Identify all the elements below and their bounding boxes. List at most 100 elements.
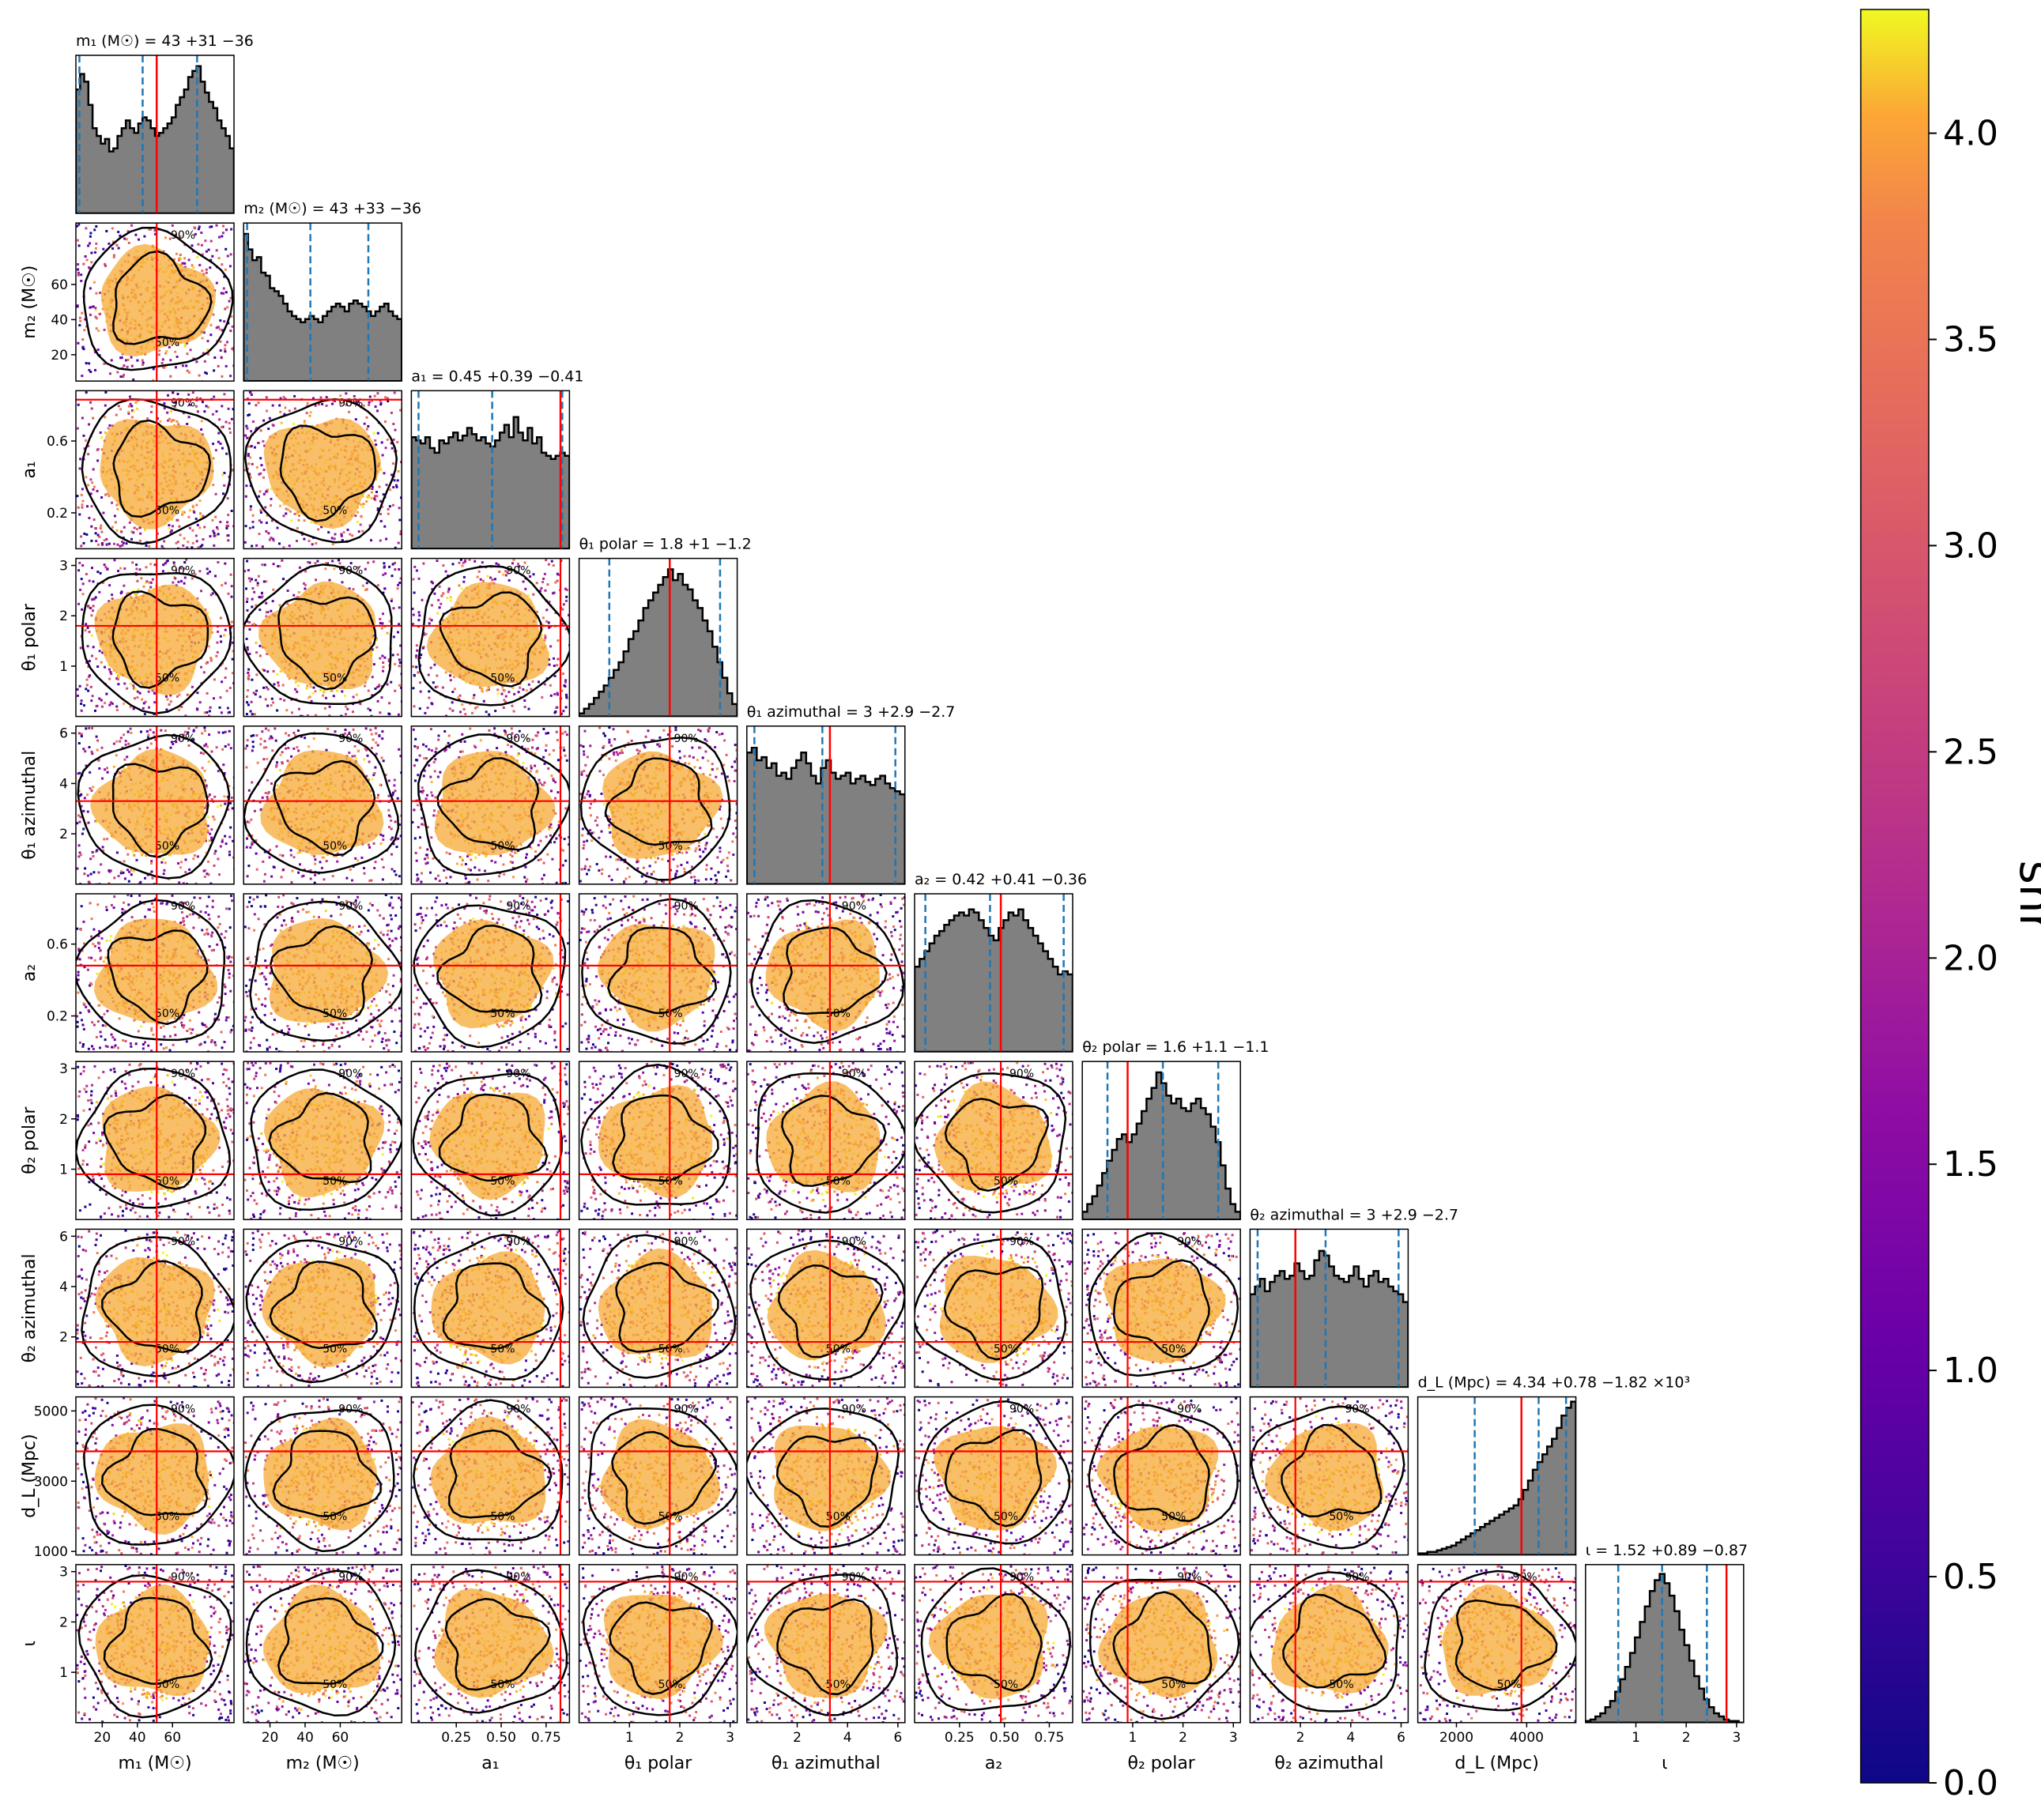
xtick-label: 2000 [1439, 1730, 1473, 1746]
panel-m1-th1a: 50% 90% 2 4 6 θ₁ azimuthal [20, 725, 235, 885]
contour-50 [111, 590, 209, 689]
xtick-label: 0.25 [441, 1730, 471, 1746]
panel-frame [75, 390, 235, 550]
contour-label-50: 50% [490, 1679, 515, 1691]
xlabel-a1: a₁ [481, 1754, 499, 1773]
panel-m2-a2: 50% 90% [243, 893, 402, 1053]
panel-frame [75, 222, 235, 382]
contour-label-50: 50% [1329, 1679, 1353, 1691]
contour-label-50: 50% [155, 1679, 179, 1691]
contour-50 [439, 591, 542, 688]
contour-label-90: 90% [506, 1571, 530, 1584]
xtick-label: 20 [262, 1730, 279, 1746]
contour-50 [607, 926, 718, 1015]
contour-90 [582, 1234, 737, 1379]
xtick-label: 0.25 [945, 1730, 975, 1746]
panel-frame [914, 1564, 1073, 1724]
panel-a1-dL: 50% 90% [410, 1396, 571, 1556]
contour-90 [587, 1407, 738, 1550]
ytick-label: 3 [59, 559, 68, 575]
panel-a1-th1p: 50% 90% [410, 557, 571, 718]
colorbar-tick-label: 4.0 [1943, 114, 1998, 154]
contour-label-90: 90% [338, 1235, 363, 1248]
contour-label-90: 90% [1345, 1404, 1369, 1416]
panel-frame [243, 893, 402, 1053]
panel-title-th1p: θ₁ polar = 1.8 +1 −1.2 [579, 536, 752, 553]
panel-m2-th2p: 50% 90% [243, 1061, 402, 1220]
contour-label-90: 90% [674, 1068, 699, 1080]
xtick-label: 2 [793, 1730, 802, 1746]
panel-th1p-th1a: 50%90% [578, 725, 738, 885]
xtick-label: 20 [94, 1730, 111, 1746]
panel-dL-dL [1417, 1396, 1577, 1556]
xtick-label: 6 [893, 1730, 902, 1746]
panel-frame [243, 222, 402, 382]
contour-50 [945, 1592, 1043, 1692]
contour-90 [244, 1408, 395, 1553]
contour-90 [749, 1239, 905, 1381]
panel-th1a-th1a [746, 725, 906, 885]
contour-label-90: 90% [1177, 1235, 1202, 1248]
panel-th2p-th2p [1081, 1061, 1241, 1220]
contour-90 [76, 1068, 232, 1209]
contour-50 [279, 424, 377, 522]
contour-label-50: 50% [155, 1008, 179, 1020]
histogram-th1p [579, 568, 738, 717]
panel-frame [75, 725, 235, 885]
panel-title-dL: d_L (Mpc) = 4.34 +0.78 −1.82 ×10³ [1418, 1374, 1691, 1392]
contour-50 [604, 757, 713, 846]
panel-th2p-th2a: 50% 90% [1081, 1228, 1241, 1389]
panel-m2-iota: 50% 90% 20 40 60 m₂ (M☉) [243, 1564, 402, 1773]
contour-label-50: 50% [1497, 1679, 1522, 1691]
xtick-label: 4 [843, 1730, 852, 1746]
ylabel-iota: ι [20, 1641, 40, 1646]
contour-90 [243, 732, 400, 874]
ytick-label: 20 [51, 348, 68, 364]
contour-50 [269, 925, 373, 1021]
panel-th1p-dL: 50%90% [578, 1396, 738, 1556]
panel-a1-th2p: 50% 90% [410, 1061, 571, 1220]
panel-frame [75, 55, 235, 214]
contour-50 [1281, 1423, 1383, 1518]
panel-m1-th2a: 50% 90% 2 4 6 θ₂ azimuthal [20, 1228, 235, 1389]
panel-m1-th2p: 50% 90% 1 2 3 θ₂ polar [20, 1061, 235, 1220]
panel-frame [410, 725, 571, 885]
panel-title-iota: ι = 1.52 +0.89 −0.87 [1586, 1542, 1748, 1559]
panel-frame [410, 893, 571, 1053]
panel-th1p-th1p [578, 557, 738, 718]
ytick-label: 1 [59, 659, 68, 675]
contour-90 [746, 1573, 898, 1716]
panel-frame [578, 893, 738, 1053]
contour-label-50: 50% [1161, 1343, 1186, 1355]
panel-th1a-dL: 50% 90% [746, 1396, 906, 1556]
panel-m1-m1 [75, 55, 235, 214]
contour-90 [1088, 1232, 1239, 1377]
contour-50 [436, 757, 540, 851]
contour-label-50: 50% [826, 1175, 851, 1188]
ytick-label: 6 [59, 726, 68, 742]
contour-90 [82, 226, 234, 371]
panel-frame [243, 390, 402, 550]
contour-90 [76, 899, 226, 1042]
contour-50 [101, 1427, 209, 1517]
contour-90 [245, 1239, 399, 1384]
contour-label-50: 50% [155, 504, 179, 517]
contour-90 [413, 1234, 564, 1381]
xlabel-dL: d_L (Mpc) [1454, 1754, 1538, 1773]
panel-frame [746, 725, 906, 885]
panel-th2a-th2a [1249, 1228, 1409, 1389]
contour-90 [1088, 1404, 1239, 1551]
contour-label-90: 90% [171, 900, 195, 913]
panel-th2p-dL: 50% 90% [1081, 1396, 1241, 1556]
contour-50 [436, 925, 543, 1013]
contour-90 [250, 1068, 402, 1211]
contour-label-90: 90% [842, 1571, 866, 1584]
panel-frame [410, 1061, 571, 1220]
contour-label-50: 50% [826, 1008, 851, 1020]
xtick-label: 2 [1179, 1730, 1187, 1746]
contour-50 [781, 1095, 887, 1187]
contour-label-50: 50% [490, 840, 515, 853]
contour-label-90: 90% [506, 900, 530, 913]
